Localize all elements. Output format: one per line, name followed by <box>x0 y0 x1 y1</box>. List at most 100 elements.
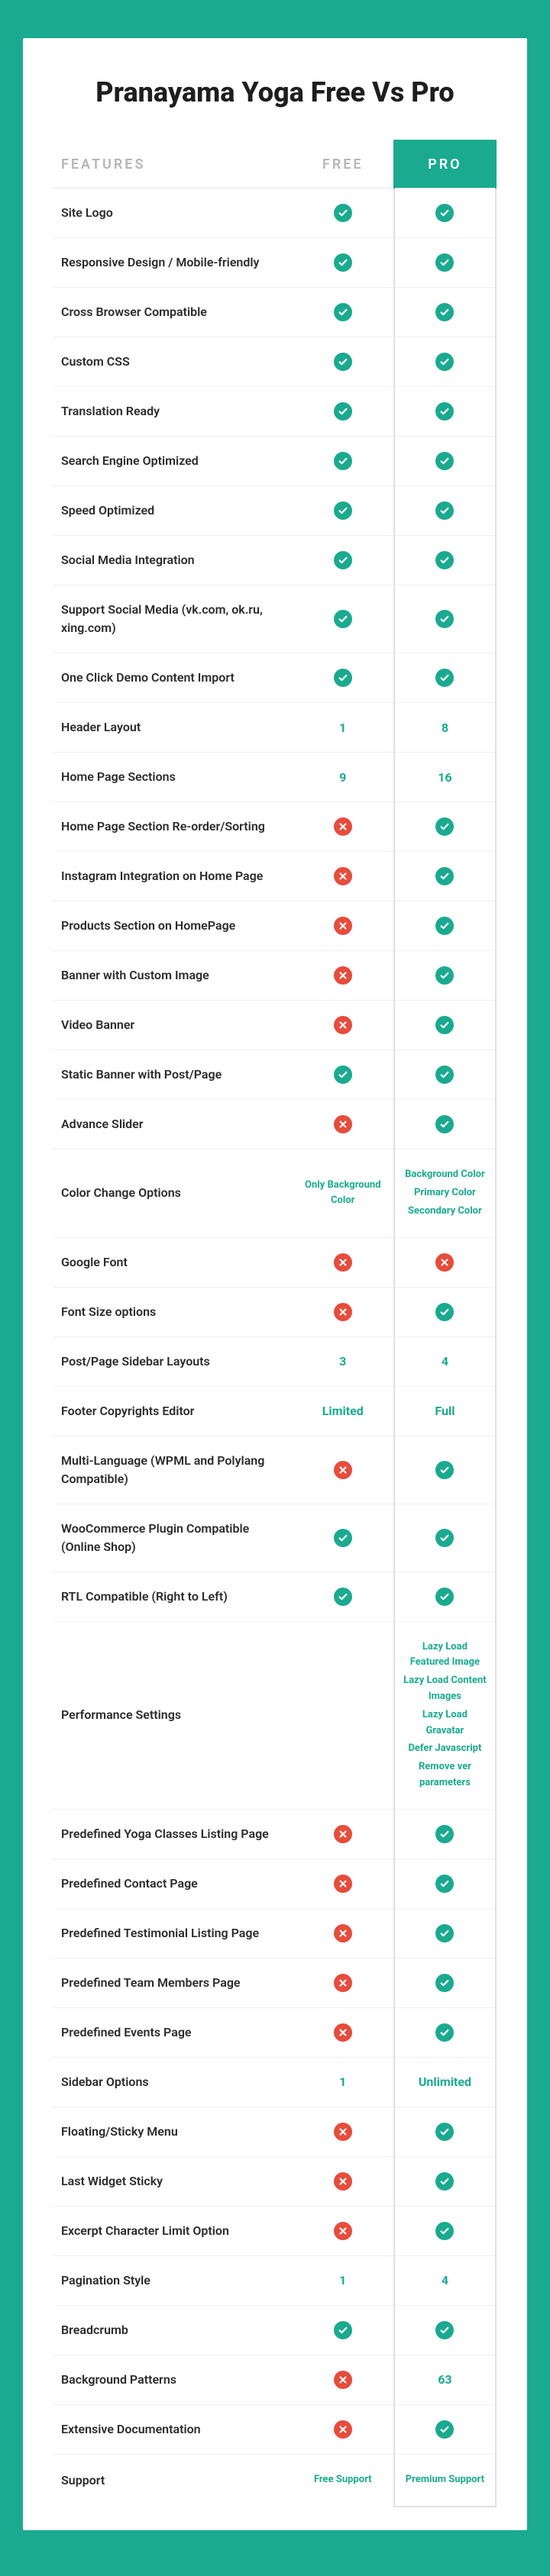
free-cell: 1 <box>293 2255 394 2305</box>
feature-name: Video Banner <box>53 1001 293 1050</box>
table-row: Post/Page Sidebar Layouts34 <box>53 1336 496 1386</box>
feature-name: Instagram Integration on Home Page <box>53 852 293 901</box>
table-row: Translation Ready <box>53 387 496 437</box>
check-icon <box>334 610 352 628</box>
cross-icon <box>334 1875 352 1893</box>
pro-cell <box>394 653 496 703</box>
pro-cell <box>394 1050 496 1100</box>
feature-name: Post/Page Sidebar Layouts <box>53 1336 293 1386</box>
check-icon <box>435 610 454 628</box>
free-cell <box>293 238 394 288</box>
feature-name: Performance Settings <box>53 1621 293 1809</box>
cross-icon <box>334 966 352 985</box>
free-cell <box>293 1100 394 1149</box>
pro-cell: Unlimited <box>394 2057 496 2107</box>
check-icon <box>435 1461 454 1479</box>
check-icon <box>334 1529 352 1547</box>
check-icon <box>435 353 454 371</box>
free-cell: Free Support <box>293 2454 394 2506</box>
check-icon <box>435 1974 454 1992</box>
feature-name: WooCommerce Plugin Compatible (Online Sh… <box>53 1504 293 1572</box>
free-cell <box>293 2355 394 2404</box>
pro-cell <box>394 2206 496 2255</box>
check-icon <box>435 2023 454 2042</box>
feature-name: Background Patterns <box>53 2355 293 2404</box>
cross-icon <box>334 1974 352 1992</box>
table-row: Multi-Language (WPML and Polylang Compat… <box>53 1436 496 1504</box>
feature-name: Font Size options <box>53 1287 293 1336</box>
free-cell <box>293 189 394 238</box>
free-cell: Only Background Color <box>293 1149 394 1237</box>
free-cell <box>293 1572 394 1621</box>
table-row: WooCommerce Plugin Compatible (Online Sh… <box>53 1504 496 1572</box>
feature-name: Support <box>53 2454 293 2506</box>
free-cell <box>293 337 394 387</box>
pro-cell <box>394 189 496 238</box>
pro-cell <box>394 1287 496 1336</box>
cross-icon <box>334 1253 352 1272</box>
free-cell <box>293 437 394 486</box>
feature-name: Sidebar Options <box>53 2057 293 2107</box>
feature-name: Static Banner with Post/Page <box>53 1050 293 1100</box>
table-row: Background Patterns 63 <box>53 2355 496 2404</box>
free-cell: 3 <box>293 1336 394 1386</box>
table-row: Predefined Testimonial Listing Page <box>53 1908 496 1958</box>
feature-name: Last Widget Sticky <box>53 2156 293 2206</box>
free-cell <box>293 1958 394 2007</box>
feature-name: Advance Slider <box>53 1100 293 1149</box>
check-icon <box>435 2123 454 2141</box>
pro-cell <box>394 1572 496 1621</box>
table-row: Predefined Team Members Page <box>53 1958 496 2007</box>
cross-icon <box>334 817 352 836</box>
table-row: Home Page Section Re-order/Sorting <box>53 802 496 852</box>
cell-value: Full <box>435 1404 455 1418</box>
pro-cell: 16 <box>394 753 496 802</box>
check-icon <box>435 253 454 272</box>
free-cell <box>293 1908 394 1958</box>
cell-value: 9 <box>339 770 346 785</box>
cell-value: 1 <box>339 2273 346 2287</box>
feature-name: Multi-Language (WPML and Polylang Compat… <box>53 1436 293 1504</box>
pro-cell <box>394 2156 496 2206</box>
cell-value: Limited <box>322 1404 364 1418</box>
cell-list: Premium Support <box>403 2472 487 2488</box>
table-row: Excerpt Character Limit Option <box>53 2206 496 2255</box>
feature-name: Custom CSS <box>53 337 293 387</box>
free-cell <box>293 486 394 536</box>
cross-icon <box>435 1253 454 1272</box>
table-row: Search Engine Optimized <box>53 437 496 486</box>
check-icon <box>435 452 454 470</box>
free-cell: 9 <box>293 753 394 802</box>
cell-list: Free Support <box>300 2472 386 2488</box>
pro-cell: 4 <box>394 1336 496 1386</box>
table-row: Home Page Sections916 <box>53 753 496 802</box>
pro-cell <box>394 852 496 901</box>
feature-name: Color Change Options <box>53 1149 293 1237</box>
check-icon <box>435 1588 454 1606</box>
cross-icon <box>334 2420 352 2439</box>
free-cell: 1 <box>293 2057 394 2107</box>
table-row: Site Logo <box>53 189 496 238</box>
pro-cell <box>394 802 496 852</box>
free-cell: Limited <box>293 1386 394 1436</box>
check-icon <box>435 1875 454 1893</box>
feature-name: Translation Ready <box>53 387 293 437</box>
table-row: Support Free Support Premium Support <box>53 2454 496 2506</box>
feature-name: RTL Compatible (Right to Left) <box>53 1572 293 1621</box>
cell-list: Background ColorPrimary ColorSecondary C… <box>403 1167 487 1219</box>
check-icon <box>334 253 352 272</box>
check-icon <box>334 204 352 222</box>
table-row: Pagination Style14 <box>53 2255 496 2305</box>
free-cell <box>293 1237 394 1287</box>
pro-cell <box>394 1237 496 1287</box>
check-icon <box>435 1529 454 1547</box>
feature-name: Support Social Media (vk.com, ok.ru, xin… <box>53 585 293 653</box>
pro-cell: Full <box>394 1386 496 1436</box>
feature-name: Breadcrumb <box>53 2305 293 2355</box>
cross-icon <box>334 2123 352 2141</box>
check-icon <box>435 1016 454 1034</box>
cell-value: 63 <box>438 2372 451 2387</box>
table-row: Footer Copyrights EditorLimitedFull <box>53 1386 496 1436</box>
check-icon <box>435 966 454 985</box>
title-wrap: Pranayama Yoga Free Vs Pro <box>53 76 497 109</box>
